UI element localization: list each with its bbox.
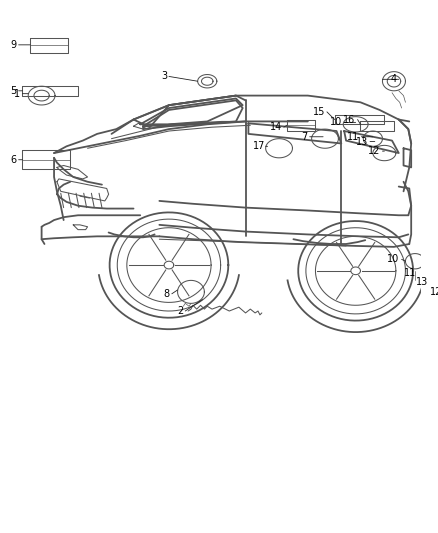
Text: 11: 11: [404, 268, 416, 278]
Text: 5: 5: [11, 86, 17, 96]
Text: 3: 3: [161, 71, 167, 82]
Text: 4: 4: [391, 74, 397, 84]
Text: 13: 13: [356, 136, 368, 147]
Text: 16: 16: [343, 115, 356, 125]
Text: 8: 8: [164, 289, 170, 299]
Text: 1: 1: [14, 88, 21, 99]
Text: 12: 12: [429, 287, 438, 297]
Text: 10: 10: [330, 117, 342, 127]
Text: 13: 13: [416, 277, 428, 287]
Text: 11: 11: [347, 132, 360, 142]
Text: 6: 6: [11, 155, 17, 165]
Text: 2: 2: [177, 306, 184, 316]
Text: 10: 10: [388, 254, 400, 264]
Text: 12: 12: [368, 146, 381, 156]
Text: 15: 15: [313, 107, 325, 117]
Text: 9: 9: [11, 40, 17, 50]
Text: 7: 7: [301, 132, 308, 142]
Text: 14: 14: [270, 122, 282, 132]
Text: 17: 17: [253, 141, 266, 151]
